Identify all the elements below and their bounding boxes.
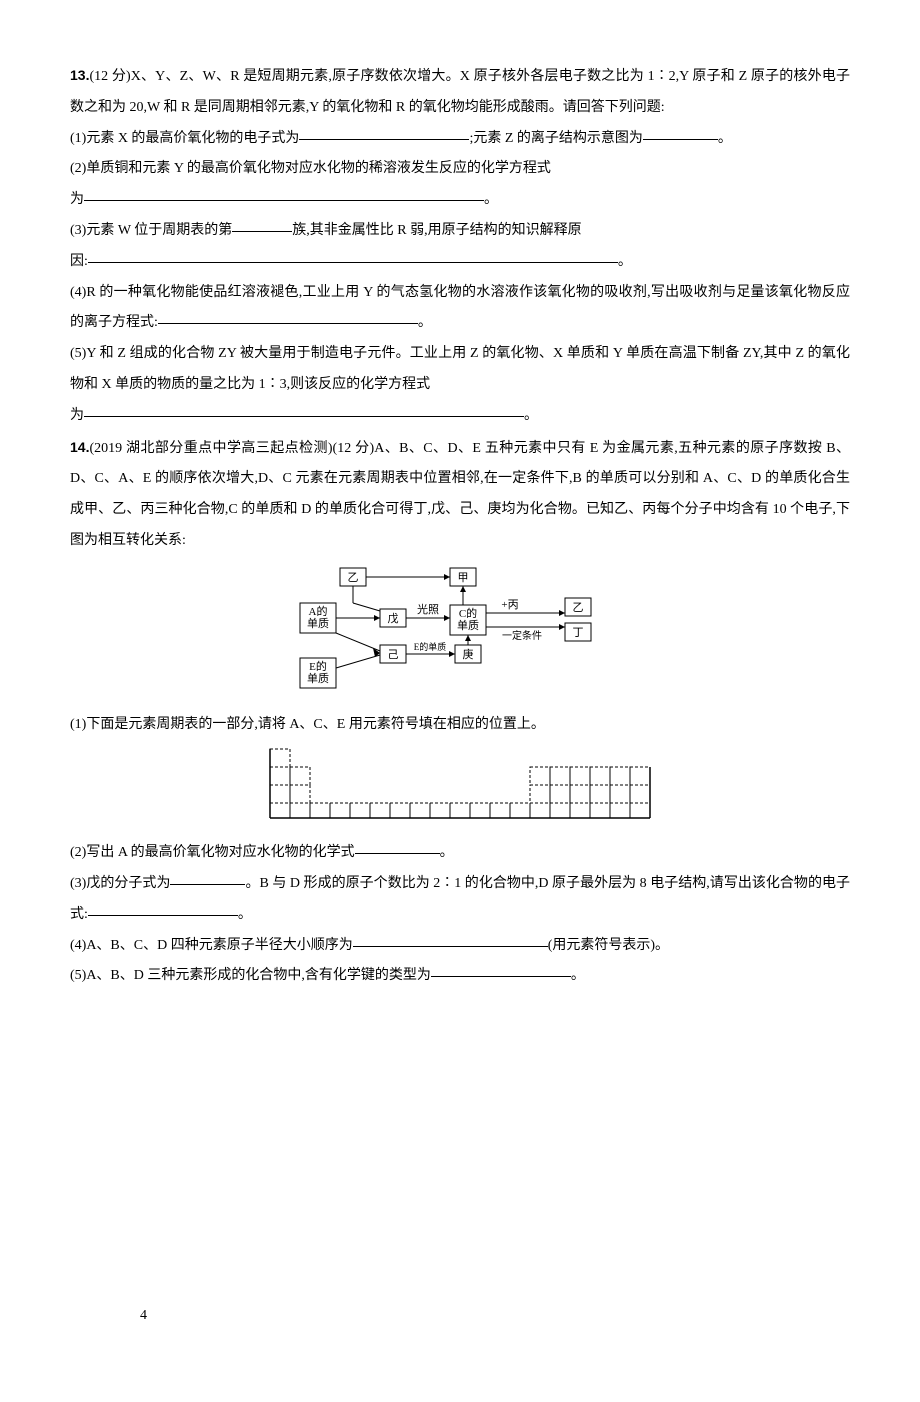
blank[interactable] (232, 217, 292, 232)
box-cDan-1: C的 (459, 606, 477, 620)
q13-p2-c: 。 (484, 192, 498, 207)
box-ding: 丁 (573, 627, 584, 639)
q14-p5: (5)A、B、D 三种元素形成的化合物中,含有化学键的类型为 。 (70, 961, 850, 992)
blank[interactable] (84, 186, 484, 201)
q13-stem: 13.(12 分)X、Y、Z、W、R 是短周期元素,原子序数依次增大。X 原子核… (70, 60, 850, 124)
blank[interactable] (353, 932, 548, 947)
q13-p3-line2: 因: 。 (70, 247, 850, 278)
q14-p4: (4)A、B、C、D 四种元素原子半径大小顺序为 (用元素符号表示)。 (70, 931, 850, 962)
q13-points: (12 分) (89, 69, 130, 84)
q14-p1-text: (1)下面是元素周期表的一部分,请将 A、C、E 用元素符号填在相应的位置上。 (70, 717, 545, 732)
q13-p2-b: 为 (70, 192, 84, 207)
q13-p2: (2)单质铜和元素 Y 的最高价氧化物对应水化物的稀溶液发生反应的化学方程式 (70, 154, 850, 185)
q13-p3: (3)元素 W 位于周期表的第 族,其非金属性比 R 弱,用原子结构的知识解释原 (70, 216, 850, 247)
q13-p5-line2: 为。 (70, 401, 850, 432)
box-aDan-2: 单质 (307, 617, 329, 630)
q13-p1-a: (1)元素 X 的最高价氧化物的电子式为 (70, 131, 299, 146)
box-eDan-1: E的 (309, 659, 327, 673)
box-yi2: 乙 (573, 601, 584, 614)
blank[interactable] (299, 125, 469, 140)
q14-p2: (2)写出 A 的最高价氧化物对应水化物的化学式 。 (70, 838, 850, 869)
q14-p3-c: 。 (238, 907, 252, 922)
q13-p1: (1)元素 X 的最高价氧化物的电子式为 ;元素 Z 的离子结构示意图为 。 (70, 124, 850, 155)
q14-p5-b: 。 (571, 968, 585, 983)
q14-p5-a: (5)A、B、D 三种元素形成的化合物中,含有化学键的类型为 (70, 968, 431, 983)
q13-p2-a: (2)单质铜和元素 Y 的最高价氧化物对应水化物的稀溶液发生反应的化学方程式 (70, 161, 551, 176)
q13-p1-c: 。 (718, 131, 732, 146)
box-jia: 甲 (458, 572, 469, 584)
q14-p4-a: (4)A、B、C、D 四种元素原子半径大小顺序为 (70, 938, 353, 953)
q14-number: 14. (70, 439, 89, 455)
q13-p4: (4)R 的一种氧化物能使品红溶液褪色,工业上用 Y 的气态氢化物的水溶液作该氧… (70, 278, 850, 340)
q13-p4-b: 。 (418, 315, 432, 330)
q13-p3-c: 因: (70, 254, 88, 269)
q13-p3-b: 族,其非金属性比 R 弱,用原子结构的知识解释原 (292, 223, 581, 238)
label-tiao: 一定条件 (502, 629, 542, 642)
q14-source: (2019 湖北部分重点中学高三起点检测) (89, 441, 332, 456)
label-guang: 光照 (417, 602, 439, 616)
blank[interactable] (88, 901, 238, 916)
q13-p2-line2: 为。 (70, 185, 850, 216)
q13-p3-a: (3)元素 W 位于周期表的第 (70, 223, 232, 238)
q14-p3: (3)戊的分子式为。B 与 D 形成的原子个数比为 2∶1 的化合物中,D 原子… (70, 869, 850, 931)
flowchart-diagram: 乙 甲 A的 单质 戊 光照 C的 单质 +丙 一定条件 乙 (70, 563, 850, 706)
q13-p5-a: (5)Y 和 Z 组成的化合物 ZY 被大量用于制造电子元件。工业上用 Z 的氧… (70, 346, 850, 392)
q14-p4-b: (用元素符号表示)。 (548, 938, 669, 953)
box-wu: 戊 (388, 612, 399, 625)
q14-p1: (1)下面是元素周期表的一部分,请将 A、C、E 用元素符号填在相应的位置上。 (70, 710, 850, 741)
blank[interactable] (431, 962, 571, 977)
box-ji: 己 (388, 649, 399, 661)
q13-stem-text: X、Y、Z、W、R 是短周期元素,原子序数依次增大。X 原子核外各层电子数之比为… (70, 69, 850, 115)
box-cDan-2: 单质 (457, 619, 479, 632)
q14-p2-b: 。 (440, 845, 454, 860)
q13-p5-c: 。 (524, 408, 538, 423)
blank[interactable] (158, 309, 418, 324)
blank[interactable] (355, 839, 440, 854)
box-eDan-2: 单质 (307, 672, 329, 685)
q14-p2-a: (2)写出 A 的最高价氧化物对应水化物的化学式 (70, 845, 355, 860)
q14-p3-a: (3)戊的分子式为 (70, 876, 170, 891)
q13-p1-b: ;元素 Z 的离子结构示意图为 (469, 131, 642, 146)
label-bing: +丙 (501, 599, 518, 611)
q13-p5: (5)Y 和 Z 组成的化合物 ZY 被大量用于制造电子元件。工业上用 Z 的氧… (70, 339, 850, 401)
periodic-table-diagram (70, 746, 850, 834)
q14-stem: 14.(2019 湖北部分重点中学高三起点检测)(12 分)A、B、C、D、E … (70, 432, 850, 557)
blank[interactable] (84, 402, 524, 417)
q13-p3-d: 。 (618, 254, 632, 269)
page-number: 4 (140, 1301, 147, 1332)
blank[interactable] (170, 870, 245, 885)
blank[interactable] (643, 125, 718, 140)
q14-stem-text: A、B、C、D、E 五种元素中只有 E 为金属元素,五种元素的原子序数按 B、D… (70, 441, 850, 548)
q13-p5-b: 为 (70, 408, 84, 423)
q14-points: (12 分) (333, 441, 375, 456)
box-yi: 乙 (348, 571, 359, 584)
box-geng: 庚 (463, 647, 474, 661)
q13-number: 13. (70, 67, 89, 83)
label-eDan: E的单质 (414, 641, 447, 652)
blank[interactable] (88, 248, 618, 263)
box-aDan-1: A的 (309, 604, 328, 618)
